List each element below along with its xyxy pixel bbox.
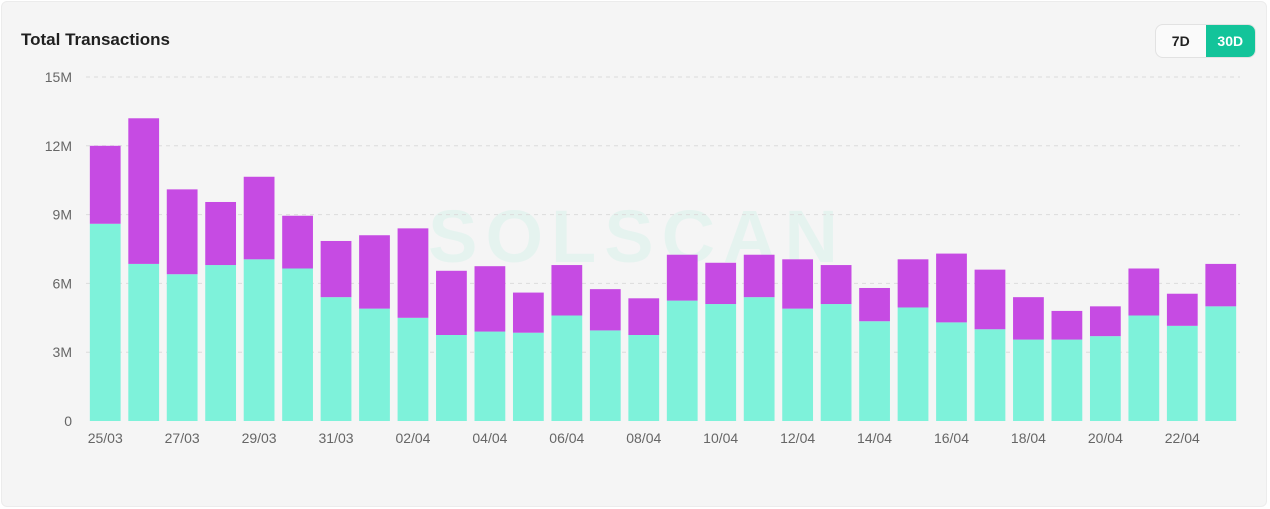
x-tick-label: 22/04 [1165,430,1200,446]
bar-bottom-segment[interactable] [705,304,737,421]
bar-bottom-segment[interactable] [1128,315,1160,421]
range-toggle: 7D 30D [1155,24,1256,58]
bar-top-segment[interactable] [705,262,737,305]
y-tick-label: 3M [53,344,72,360]
bar-bottom-segment[interactable] [397,317,429,421]
bar-top-segment[interactable] [128,118,160,264]
x-tick-label: 14/04 [857,430,892,446]
x-tick-label: 04/04 [472,430,507,446]
bar-top-segment[interactable] [1051,310,1083,340]
bar-bottom-segment[interactable] [320,297,352,421]
y-tick-label: 6M [53,275,72,291]
x-tick-label: 02/04 [395,430,430,446]
bar-bottom-segment[interactable] [666,300,698,421]
bar-top-segment[interactable] [897,259,929,308]
y-tick-label: 9M [53,207,72,223]
bar-bottom-segment[interactable] [436,335,467,421]
y-tick-label: 12M [45,138,72,154]
bar-bottom-segment[interactable] [166,274,198,421]
bar-top-segment[interactable] [666,254,698,301]
bar-top-segment[interactable] [436,270,467,335]
x-tick-label: 31/03 [319,430,354,446]
x-tick-label: 12/04 [780,430,815,446]
bar-top-segment[interactable] [166,189,198,275]
bar-bottom-segment[interactable] [1205,306,1237,421]
x-tick-label: 18/04 [1011,430,1046,446]
bar-top-segment[interactable] [1128,268,1160,316]
bar-bottom-segment[interactable] [282,268,313,421]
bar-bottom-segment[interactable] [128,263,160,421]
x-tick-label: 08/04 [626,430,661,446]
card-title: Total Transactions [21,30,170,49]
bar-top-segment[interactable] [320,240,352,298]
bar-top-segment[interactable] [1205,263,1237,307]
bar-top-segment[interactable] [359,235,390,309]
bar-bottom-segment[interactable] [936,322,967,421]
bar-top-segment[interactable] [936,253,967,323]
bar-top-segment[interactable] [1013,297,1044,340]
bar-bottom-segment[interactable] [243,259,275,421]
bar-bottom-segment[interactable] [628,335,660,421]
x-tick-label: 29/03 [242,430,277,446]
bar-top-segment[interactable] [205,201,237,266]
bar-bottom-segment[interactable] [1089,336,1121,421]
bar-top-segment[interactable] [1166,293,1198,326]
bar-top-segment[interactable] [782,259,814,309]
y-tick-label: 0 [64,413,72,429]
y-tick-label: 15M [45,69,72,85]
bar-top-segment[interactable] [397,228,429,318]
bar-bottom-segment[interactable] [743,297,775,421]
bar-top-segment[interactable] [1089,306,1121,337]
bar-bottom-segment[interactable] [89,223,121,421]
x-tick-label: 06/04 [549,430,584,446]
bar-top-segment[interactable] [551,265,583,316]
bar-bottom-segment[interactable] [859,321,890,421]
bar-bottom-segment[interactable] [1013,339,1044,421]
bar-bottom-segment[interactable] [1051,339,1083,421]
bar-top-segment[interactable] [974,269,1006,330]
range-30d-button[interactable]: 30D [1205,25,1255,57]
x-tick-label: 25/03 [88,430,123,446]
bar-bottom-segment[interactable] [589,330,621,421]
x-tick-label: 16/04 [934,430,969,446]
bar-top-segment[interactable] [628,298,660,335]
x-tick-label: 10/04 [703,430,738,446]
bar-bottom-segment[interactable] [551,315,583,421]
bar-top-segment[interactable] [820,265,852,305]
bar-top-segment[interactable] [282,215,313,269]
bar-top-segment[interactable] [743,254,775,298]
bar-top-segment[interactable] [89,145,121,224]
bar-bottom-segment[interactable] [512,332,544,421]
bar-bottom-segment[interactable] [205,265,237,421]
bar-top-segment[interactable] [589,289,621,331]
bar-bottom-segment[interactable] [359,308,390,421]
bar-bottom-segment[interactable] [820,304,852,421]
bar-top-segment[interactable] [859,287,890,322]
bar-bottom-segment[interactable] [974,329,1006,421]
bar-top-segment[interactable] [512,292,544,333]
bar-bottom-segment[interactable] [782,308,814,421]
range-7d-button[interactable]: 7D [1171,33,1190,49]
bar-top-segment[interactable] [243,176,275,260]
x-tick-label: 27/03 [165,430,200,446]
bar-bottom-segment[interactable] [1166,325,1198,421]
bar-top-segment[interactable] [474,266,506,332]
x-tick-label: 20/04 [1088,430,1123,446]
bar-bottom-segment[interactable] [474,331,506,421]
bar-bottom-segment[interactable] [897,307,929,421]
